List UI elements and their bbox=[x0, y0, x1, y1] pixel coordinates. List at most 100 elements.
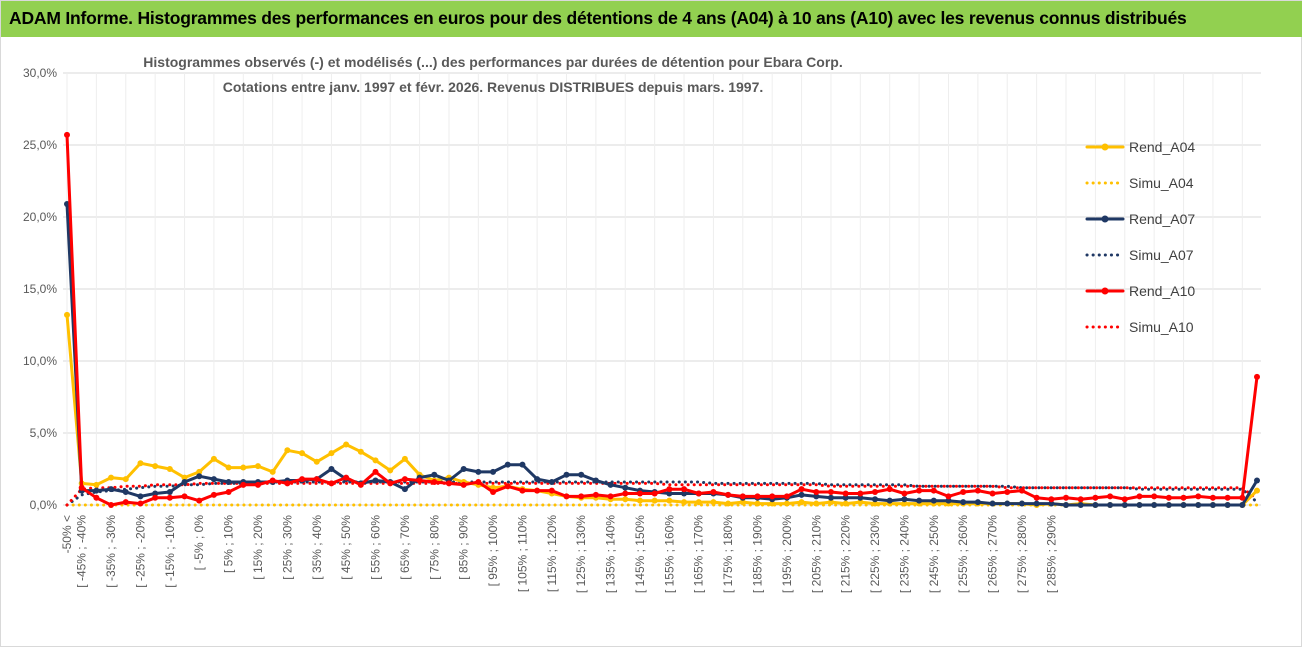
data-point bbox=[152, 490, 159, 497]
data-point bbox=[93, 487, 100, 494]
legend-marker bbox=[1101, 215, 1109, 223]
x-tick-label: [ 265% ; 270% bbox=[986, 515, 1000, 593]
data-point bbox=[460, 466, 467, 472]
data-point bbox=[1063, 502, 1070, 508]
data-point bbox=[357, 481, 364, 488]
data-point bbox=[475, 478, 482, 485]
data-point bbox=[666, 490, 673, 497]
x-tick-label: [ 235% ; 240% bbox=[897, 515, 911, 593]
x-tick-label: [ 55% ; 60% bbox=[369, 515, 383, 580]
x-tick-label: [ 95% ; 100% bbox=[486, 515, 500, 587]
data-point bbox=[240, 464, 247, 471]
data-point bbox=[739, 499, 746, 506]
data-point bbox=[401, 476, 408, 483]
data-point bbox=[372, 457, 379, 464]
legend-marker bbox=[1101, 287, 1109, 295]
data-point bbox=[166, 466, 173, 472]
data-point bbox=[1077, 502, 1084, 508]
data-point bbox=[1209, 494, 1216, 501]
series-line-rend_a04 bbox=[65, 313, 1259, 507]
line-chart: Histogrammes observés (-) et modélisés (… bbox=[23, 54, 1261, 593]
x-tick-label: [ 105% ; 110% bbox=[515, 515, 529, 592]
data-point bbox=[137, 460, 144, 467]
data-point bbox=[1224, 502, 1231, 508]
data-point bbox=[196, 473, 203, 480]
gridlines bbox=[63, 72, 1261, 506]
data-point bbox=[681, 490, 688, 497]
x-tick-label: [ 15% ; 20% bbox=[251, 515, 265, 580]
y-tick-label: 20,0% bbox=[23, 210, 57, 224]
data-point bbox=[622, 484, 629, 491]
data-point bbox=[1136, 502, 1143, 508]
data-point bbox=[872, 496, 879, 503]
data-point bbox=[1165, 494, 1172, 501]
data-point bbox=[695, 499, 702, 506]
data-point bbox=[137, 493, 144, 500]
data-point bbox=[210, 455, 217, 462]
x-tick-label: [ 115% ; 120% bbox=[545, 515, 559, 592]
data-point bbox=[754, 500, 761, 507]
data-point bbox=[152, 463, 159, 470]
data-point bbox=[122, 476, 129, 483]
data-point bbox=[725, 491, 732, 498]
data-point bbox=[108, 474, 115, 481]
data-point bbox=[857, 490, 864, 497]
data-point bbox=[254, 463, 261, 470]
data-point bbox=[666, 497, 673, 504]
data-point bbox=[622, 490, 629, 497]
data-point bbox=[754, 493, 761, 500]
data-point bbox=[401, 455, 408, 462]
data-point bbox=[1121, 502, 1128, 508]
data-point bbox=[1048, 500, 1055, 507]
data-point bbox=[534, 476, 541, 483]
chart-subtitle: Cotations entre janv. 1997 et févr. 2026… bbox=[223, 79, 764, 95]
data-point bbox=[490, 468, 497, 475]
x-tick-label: -50% < bbox=[60, 515, 74, 553]
x-tick-label: [ 175% ; 180% bbox=[721, 515, 735, 593]
data-point bbox=[490, 489, 497, 496]
x-tick-label: [ 25% ; 30% bbox=[280, 515, 294, 580]
x-tick-label: [ 135% ; 140% bbox=[604, 515, 618, 593]
data-point bbox=[916, 487, 923, 494]
data-point bbox=[842, 490, 849, 497]
data-point bbox=[519, 487, 526, 494]
data-point bbox=[651, 490, 658, 497]
header-banner: ADAM Informe. Histogrammes des performan… bbox=[1, 1, 1302, 37]
data-point bbox=[64, 311, 70, 318]
data-point bbox=[960, 499, 967, 506]
series-group bbox=[64, 131, 1260, 508]
y-tick-label: 25,0% bbox=[23, 138, 57, 152]
data-point bbox=[857, 499, 864, 506]
data-point bbox=[974, 487, 981, 494]
data-point bbox=[607, 493, 614, 500]
data-point bbox=[1107, 493, 1114, 500]
data-point bbox=[916, 497, 923, 504]
data-point bbox=[166, 489, 173, 496]
x-tick-label: [ -5% ; 0% bbox=[192, 515, 206, 571]
data-point bbox=[343, 441, 350, 448]
data-point bbox=[1136, 493, 1143, 500]
legend-label: Rend_A07 bbox=[1129, 211, 1195, 227]
data-point bbox=[313, 476, 320, 483]
data-point bbox=[299, 450, 306, 457]
data-point bbox=[769, 493, 776, 500]
data-point bbox=[1180, 494, 1187, 501]
data-point bbox=[1077, 496, 1084, 503]
data-point bbox=[1092, 502, 1099, 508]
data-point bbox=[548, 478, 555, 485]
data-point bbox=[798, 499, 805, 506]
data-point bbox=[225, 478, 232, 485]
x-tick-label: [ 185% ; 190% bbox=[750, 515, 764, 593]
x-tick-label: [ 155% ; 160% bbox=[662, 515, 676, 593]
data-point bbox=[563, 471, 570, 478]
data-point bbox=[181, 493, 188, 500]
data-point bbox=[1004, 489, 1011, 496]
data-point bbox=[1254, 477, 1260, 484]
x-tick-label: [ 85% ; 90% bbox=[457, 515, 471, 580]
data-point bbox=[445, 480, 452, 487]
x-tick-label: [ 225% ; 230% bbox=[868, 515, 882, 593]
y-tick-label: 15,0% bbox=[23, 282, 57, 296]
data-point bbox=[1018, 500, 1025, 507]
data-point bbox=[166, 494, 173, 501]
